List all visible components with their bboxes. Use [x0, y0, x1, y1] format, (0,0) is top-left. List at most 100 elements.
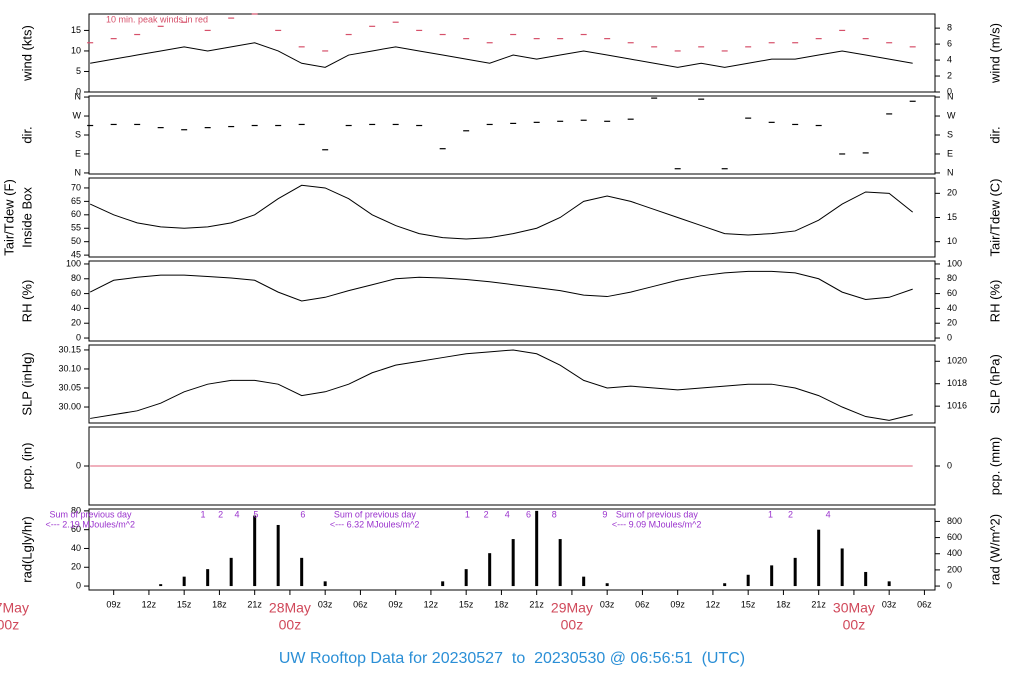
bar — [441, 581, 445, 587]
y2-tick-label: N — [947, 91, 954, 101]
day-hour-label: 00z — [843, 617, 866, 633]
y-tick-label: 55 — [71, 223, 81, 233]
y-tick-label: 45 — [71, 249, 81, 259]
y-tick-label: N — [75, 167, 82, 177]
x-tick-label: 12z — [706, 599, 721, 609]
day-label: 27May — [0, 600, 29, 616]
y2-axis-label: wind (m/s) — [987, 23, 1002, 84]
bar — [817, 529, 821, 587]
hour-mark: 6 — [300, 509, 305, 519]
panel-frame — [88, 95, 936, 175]
y2-tick-label: 1016 — [947, 401, 967, 411]
bar — [253, 515, 257, 587]
y-tick-label: 20 — [71, 562, 81, 572]
y2-axis-label: Tair/Tdew (C) — [987, 178, 1002, 256]
y-tick-label: 80 — [71, 505, 81, 515]
y-tick-label: 10 — [71, 45, 81, 55]
hour-mark: 2 — [788, 509, 793, 519]
x-tick-label: 12z — [424, 599, 439, 609]
y2-tick-label: 60 — [947, 288, 957, 298]
hour-mark: 4 — [235, 509, 240, 519]
y-tick-label: 50 — [71, 236, 81, 246]
y2-axis-label: rad (W/m^2) — [987, 514, 1002, 585]
panel-frame — [88, 508, 936, 591]
bar — [793, 557, 797, 587]
y2-axis-label: dir. — [987, 126, 1002, 143]
note: <--- 2.19 MJoules/m^2 — [46, 519, 136, 529]
y2-tick-label: 1020 — [947, 356, 967, 366]
y2-tick-label: 200 — [947, 564, 962, 574]
series-line — [89, 184, 913, 240]
y-tick-label: 100 — [66, 258, 81, 268]
bar — [746, 574, 750, 587]
y-tick-label: 80 — [71, 273, 81, 283]
bar — [323, 581, 327, 587]
hour-mark: 2 — [484, 509, 489, 519]
bar — [723, 583, 727, 587]
bar — [511, 539, 515, 587]
y-tick-label: E — [75, 148, 81, 158]
y2-tick-label: 800 — [947, 516, 962, 526]
annotation: 10 min. peak winds in red — [106, 14, 208, 24]
y-tick-label: N — [75, 91, 82, 101]
bar — [535, 510, 539, 587]
bar — [276, 524, 280, 587]
y2-tick-label: 15 — [947, 212, 957, 222]
y-tick-label: 30.10 — [58, 363, 81, 373]
y2-tick-label: 40 — [947, 303, 957, 313]
bar — [159, 584, 163, 587]
bar — [488, 553, 492, 587]
x-tick-label: 21z — [811, 599, 826, 609]
y-tick-label: 70 — [71, 182, 81, 192]
y2-tick-label: N — [947, 167, 954, 177]
bar — [605, 583, 609, 587]
y-tick-label: 0 — [76, 86, 81, 96]
panel-frame — [88, 177, 936, 258]
y2-tick-label: 0 — [947, 580, 952, 590]
x-tick-label: 06z — [917, 599, 932, 609]
hour-mark: 4 — [505, 509, 510, 519]
x-tick-label: 06z — [353, 599, 368, 609]
day-label: 28May — [269, 600, 311, 616]
hour-mark: 4 — [826, 509, 831, 519]
y-tick-label: 40 — [71, 303, 81, 313]
bar — [840, 548, 844, 587]
x-tick-label: 09z — [388, 599, 403, 609]
hour-mark: 9 — [602, 509, 607, 519]
x-tick-label: 18z — [776, 599, 791, 609]
y2-axis-label: pcp. (mm) — [987, 437, 1002, 496]
y2-axis-label: RH (%) — [987, 280, 1002, 323]
panel-frame — [88, 13, 936, 93]
x-tick-label: 03z — [882, 599, 897, 609]
bar — [464, 569, 468, 587]
x-tick-label: 18z — [212, 599, 227, 609]
note: Sum of previous day — [616, 509, 699, 519]
y-tick-label: 30.00 — [58, 401, 81, 411]
y-tick-label: S — [75, 129, 81, 139]
y-tick-label: 5 — [76, 66, 81, 76]
bar — [887, 581, 891, 587]
note: <--- 9.09 MJoules/m^2 — [612, 519, 702, 529]
y2-tick-label: 400 — [947, 548, 962, 558]
y-tick-label: 0 — [76, 332, 81, 342]
y2-tick-label: 6 — [947, 38, 952, 48]
day-hour-label: 00z — [0, 617, 19, 633]
note: Sum of previous day — [50, 509, 133, 519]
hour-mark: 5 — [253, 509, 258, 519]
y2-tick-label: 100 — [947, 258, 962, 268]
y2-tick-label: 0 — [947, 86, 952, 96]
day-label: 29May — [551, 600, 593, 616]
y-tick-label: 30.15 — [58, 344, 81, 354]
day-hour-label: 00z — [561, 617, 584, 633]
x-tick-label: 21z — [529, 599, 544, 609]
x-tick-label: 03z — [600, 599, 615, 609]
y2-tick-label: W — [947, 110, 956, 120]
y2-tick-label: S — [947, 129, 953, 139]
hour-mark: 6 — [526, 509, 531, 519]
bar — [864, 571, 868, 587]
y-axis-label: dir. — [19, 126, 34, 143]
note: <--- 6.32 MJoules/m^2 — [330, 519, 420, 529]
y-tick-label: 0 — [76, 460, 81, 470]
hour-mark: 1 — [768, 509, 773, 519]
